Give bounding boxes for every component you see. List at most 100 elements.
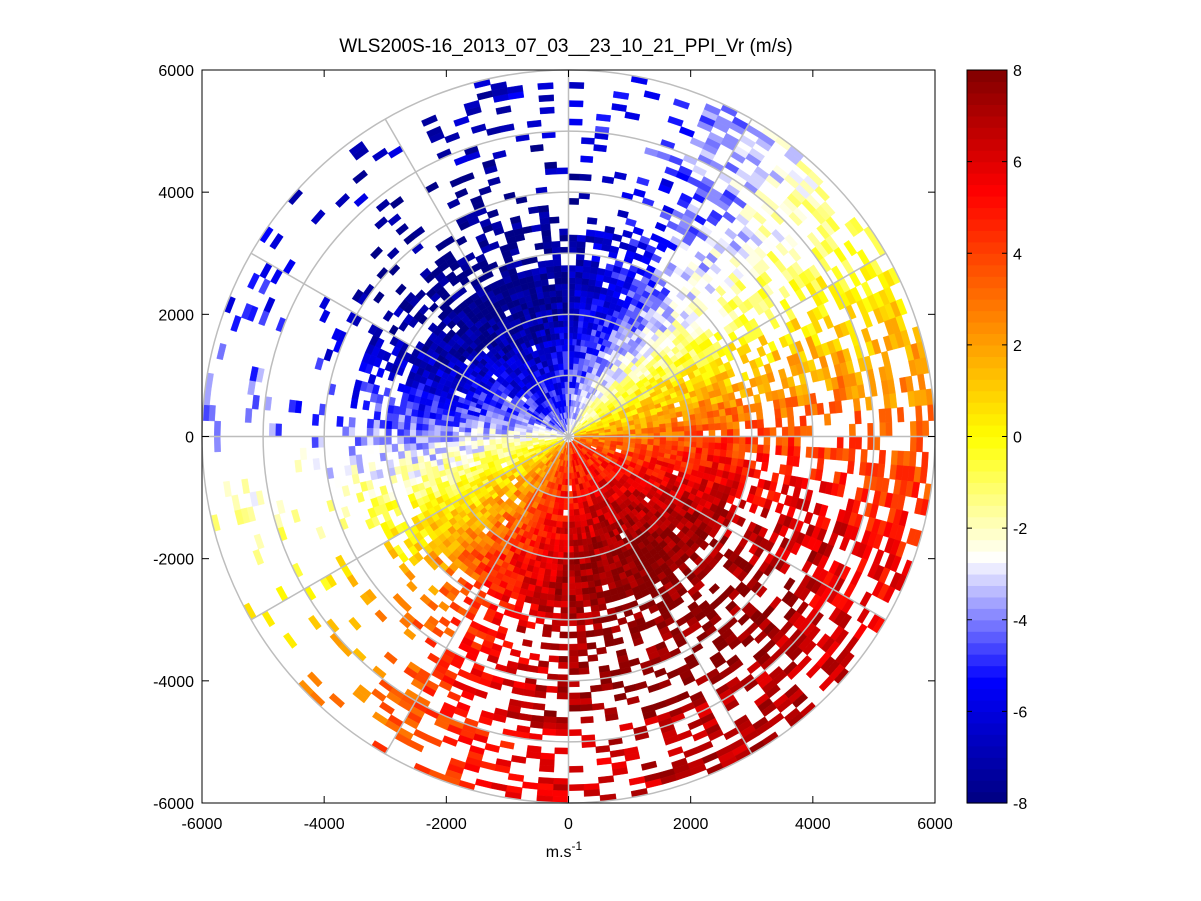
velocity-cell	[545, 265, 555, 274]
velocity-cell	[568, 588, 576, 596]
velocity-cell	[366, 444, 375, 455]
velocity-cell	[433, 430, 441, 437]
velocity-cell	[556, 514, 564, 523]
velocity-cell	[916, 420, 924, 437]
velocity-cell	[561, 576, 569, 584]
velocity-cell	[571, 478, 576, 486]
velocity-cell	[587, 580, 596, 589]
velocity-cell	[543, 296, 552, 305]
velocity-cell	[800, 425, 807, 437]
velocity-cell	[311, 413, 320, 426]
velocity-cell	[299, 447, 308, 461]
velocity-cell	[725, 450, 734, 459]
velocity-cell	[568, 631, 578, 639]
velocity-cell	[653, 439, 661, 447]
velocity-cell	[678, 431, 685, 437]
velocity-cell	[562, 295, 569, 303]
velocity-cell	[794, 426, 801, 437]
velocity-cell	[635, 438, 643, 445]
velocity-cell	[560, 381, 566, 389]
velocity-cell	[745, 436, 753, 445]
velocity-cell	[553, 265, 562, 273]
velocity-cell	[572, 326, 579, 334]
velocity-cell	[537, 666, 549, 675]
velocity-cell	[553, 545, 560, 553]
velocity-cell	[719, 415, 727, 424]
velocity-cell	[702, 424, 710, 431]
velocity-cell	[403, 443, 411, 452]
velocity-cell	[714, 436, 722, 444]
velocity-cell	[696, 441, 704, 449]
velocity-cell	[641, 438, 649, 446]
velocity-cell	[701, 417, 709, 426]
velocity-cell	[378, 436, 386, 446]
velocity-cell	[558, 363, 565, 371]
velocity-cell	[554, 588, 563, 596]
velocity-cell	[867, 436, 875, 451]
velocity-cell	[439, 430, 447, 437]
velocity-cell	[446, 430, 453, 437]
velocity-cell	[543, 710, 557, 718]
velocity-cell	[568, 356, 575, 364]
velocity-cell	[464, 427, 472, 433]
velocity-cell	[902, 450, 911, 467]
velocity-cell	[550, 302, 558, 310]
velocity-cell	[733, 436, 740, 445]
velocity-cell	[574, 588, 583, 596]
velocity-cell	[760, 461, 769, 472]
velocity-cell	[706, 410, 715, 419]
velocity-cell	[529, 720, 544, 729]
velocity-cell	[751, 436, 759, 446]
velocity-cell	[577, 643, 588, 651]
velocity-cell	[372, 436, 380, 446]
velocity-cell	[452, 445, 460, 452]
velocity-cell	[391, 420, 399, 430]
velocity-cell	[677, 441, 685, 447]
velocity-cell	[562, 301, 569, 309]
velocity-cell	[548, 284, 556, 292]
velocity-cell	[556, 692, 569, 700]
velocity-cell	[713, 449, 721, 457]
velocity-cell	[726, 421, 734, 430]
velocity-cell	[548, 655, 560, 663]
velocity-cell	[575, 271, 584, 279]
velocity-cell	[786, 406, 794, 418]
velocity-cell	[568, 570, 575, 578]
velocity-cell	[568, 289, 576, 297]
velocity-cell	[561, 271, 569, 279]
velocity-cell	[563, 320, 569, 327]
velocity-cell	[213, 436, 221, 453]
velocity-cell	[701, 447, 709, 456]
velocity-cell	[572, 332, 578, 340]
velocity-cell	[842, 448, 850, 462]
velocity-cell	[713, 416, 721, 424]
velocity-cell	[348, 445, 356, 456]
velocity-cell	[482, 439, 490, 446]
velocity-cell	[562, 564, 569, 572]
velocity-cell	[409, 436, 417, 444]
velocity-cell	[696, 436, 704, 443]
velocity-cell	[549, 296, 558, 304]
velocity-cell	[593, 628, 604, 637]
velocity-cell	[561, 588, 569, 596]
velocity-cell	[561, 594, 569, 602]
velocity-cell	[573, 545, 579, 553]
velocity-cell	[560, 265, 569, 272]
velocity-cell	[348, 417, 356, 428]
velocity-cell	[597, 603, 608, 612]
velocity-cell	[677, 426, 685, 432]
velocity-cell	[590, 684, 603, 693]
velocity-cell	[537, 82, 554, 90]
velocity-cell	[568, 234, 578, 242]
velocity-cell	[735, 397, 744, 408]
velocity-cell	[446, 436, 453, 443]
velocity-cell	[539, 106, 555, 115]
velocity-cell	[560, 601, 569, 608]
velocity-cell	[568, 509, 575, 517]
velocity-cell	[556, 167, 569, 175]
velocity-cell	[568, 362, 574, 370]
velocity-cell	[585, 229, 596, 237]
velocity-cell	[726, 436, 734, 444]
velocity-cell	[549, 575, 557, 583]
velocity-cell	[554, 747, 569, 755]
